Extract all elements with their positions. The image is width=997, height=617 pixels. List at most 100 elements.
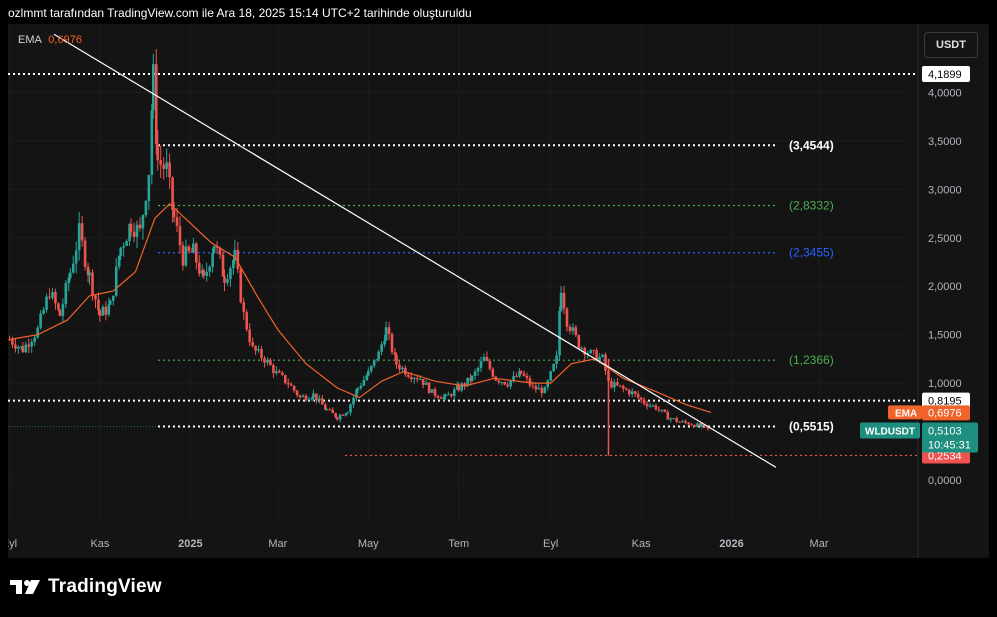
candle-body <box>232 260 235 269</box>
candle-body <box>301 395 305 398</box>
candle-body <box>645 403 649 407</box>
y-axis-tick-label: 2,5000 <box>928 233 962 245</box>
candle-body <box>278 371 281 373</box>
candle-body <box>101 306 105 316</box>
candle-body <box>159 160 163 165</box>
candle-body <box>58 309 62 316</box>
candle-body <box>152 64 155 111</box>
y-axis-tick-label: 3,0000 <box>928 184 962 196</box>
candle-body <box>107 304 111 315</box>
x-axis-tick-label: Tem <box>448 538 469 550</box>
candle-body <box>190 251 194 253</box>
candle-body <box>211 252 214 267</box>
candle-body <box>369 365 373 371</box>
symbol-tag-box <box>860 422 920 439</box>
candle-body <box>321 398 324 405</box>
candle-body <box>42 309 45 314</box>
candle-body <box>138 224 142 229</box>
candle-body <box>482 356 486 362</box>
candle-body <box>663 409 667 412</box>
candle-body <box>68 272 72 278</box>
candle-body <box>706 426 710 429</box>
candle-body <box>292 385 296 391</box>
candle-body <box>681 421 684 423</box>
candle-body <box>346 412 349 414</box>
candle-body <box>64 283 68 305</box>
candle-body <box>613 382 616 388</box>
candle-body <box>525 375 529 379</box>
candle-body <box>565 308 569 327</box>
ema-tag-value: 0,6976 <box>928 407 962 419</box>
candle-body <box>583 347 587 355</box>
candle-body <box>125 241 128 246</box>
trendline[interactable] <box>53 33 777 468</box>
candle-body <box>325 409 329 411</box>
candle-body <box>518 370 521 377</box>
candle-body <box>624 388 628 390</box>
candle-body <box>335 417 339 420</box>
candle-body <box>574 327 578 336</box>
symbol-tag-label: WLDUSDT <box>865 427 915 438</box>
candle-body <box>352 397 355 405</box>
tradingview-logo[interactable]: TradingView <box>10 575 162 599</box>
candle-body <box>8 339 11 341</box>
candle-body <box>633 391 637 394</box>
chart-pane[interactable]: (3,4544) (2,8332) (2,3455) (1,2366) (0,5515)… <box>8 24 989 558</box>
candle-body <box>229 268 232 280</box>
candle-body <box>257 349 260 351</box>
candle-body <box>80 223 84 241</box>
candle-body <box>559 292 563 311</box>
candle-body <box>254 345 257 351</box>
candle-body <box>466 377 469 386</box>
candle-body <box>135 224 139 237</box>
candle-body <box>412 378 416 380</box>
candle-body <box>500 382 504 384</box>
candle-body <box>636 393 640 398</box>
candle-body <box>669 418 673 420</box>
candle-body <box>666 411 670 420</box>
x-axis-tick-label: Mar <box>268 538 287 550</box>
price-tag-box <box>922 392 970 409</box>
candle-body <box>154 64 158 144</box>
candle-body <box>341 414 345 416</box>
candle-body <box>175 217 179 227</box>
candle-body <box>289 384 293 386</box>
level-label: (2,8332) <box>789 198 834 212</box>
candle-body <box>24 344 28 353</box>
candle-body <box>404 367 407 375</box>
price-chart[interactable]: (3,4544) (2,8332) (2,3455) (1,2366) (0,5515)… <box>8 24 989 558</box>
candle-body <box>393 352 397 355</box>
candle-body <box>577 335 581 349</box>
candle-body <box>562 292 566 309</box>
candle-body <box>239 268 243 303</box>
candle-body <box>592 350 595 352</box>
candle-body <box>221 254 225 277</box>
candle-body <box>700 424 704 427</box>
candle-body <box>390 333 394 353</box>
candle-body <box>476 367 480 372</box>
candle-body <box>150 110 154 176</box>
candle-body <box>473 371 477 377</box>
level-label: (3,4544) <box>789 138 834 152</box>
candle-body <box>208 266 211 272</box>
x-axis-tick-label: Mar <box>810 538 829 550</box>
y-axis-tick-label: 4,0000 <box>928 87 962 99</box>
candle-body <box>162 164 165 169</box>
currency-button[interactable]: USDT <box>924 32 978 58</box>
candle-body <box>648 405 652 407</box>
x-axis-tick-label: Kas <box>90 538 109 550</box>
candle-body <box>45 296 48 310</box>
ema-tag-name: EMA <box>895 408 917 419</box>
candle-body <box>236 249 240 269</box>
candle-body <box>424 382 428 385</box>
candle-body <box>362 379 366 386</box>
candle-body <box>212 245 216 253</box>
candle-body <box>598 356 601 361</box>
candle-body <box>651 405 655 407</box>
ema-legend[interactable]: EMA 0,6976 <box>18 34 82 46</box>
candle-body <box>457 385 461 391</box>
candle-body <box>226 279 229 283</box>
candle-body <box>436 395 440 398</box>
candle-body <box>660 409 664 411</box>
candle-body <box>693 424 696 427</box>
